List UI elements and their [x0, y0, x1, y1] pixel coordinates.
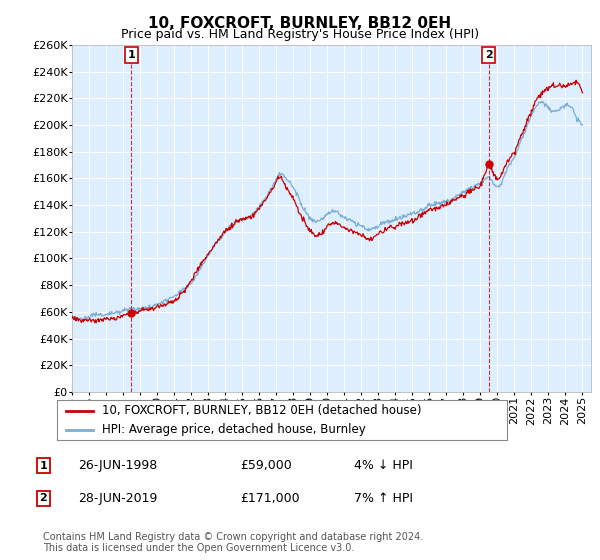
Text: 10, FOXCROFT, BURNLEY, BB12 0EH: 10, FOXCROFT, BURNLEY, BB12 0EH	[148, 16, 452, 31]
Text: £59,000: £59,000	[240, 459, 292, 473]
Text: 28-JUN-2019: 28-JUN-2019	[78, 492, 157, 505]
Text: 1: 1	[40, 461, 47, 471]
Text: 4% ↓ HPI: 4% ↓ HPI	[354, 459, 413, 473]
Text: 10, FOXCROFT, BURNLEY, BB12 0EH (detached house): 10, FOXCROFT, BURNLEY, BB12 0EH (detache…	[102, 404, 421, 418]
Text: 7% ↑ HPI: 7% ↑ HPI	[354, 492, 413, 505]
Text: 2: 2	[485, 50, 493, 60]
Text: Price paid vs. HM Land Registry's House Price Index (HPI): Price paid vs. HM Land Registry's House …	[121, 28, 479, 41]
Text: £171,000: £171,000	[240, 492, 299, 505]
Text: Contains HM Land Registry data © Crown copyright and database right 2024.
This d: Contains HM Land Registry data © Crown c…	[43, 531, 424, 553]
Text: 1: 1	[128, 50, 135, 60]
Text: 2: 2	[40, 493, 47, 503]
Text: 26-JUN-1998: 26-JUN-1998	[78, 459, 157, 473]
Text: HPI: Average price, detached house, Burnley: HPI: Average price, detached house, Burn…	[102, 423, 366, 436]
